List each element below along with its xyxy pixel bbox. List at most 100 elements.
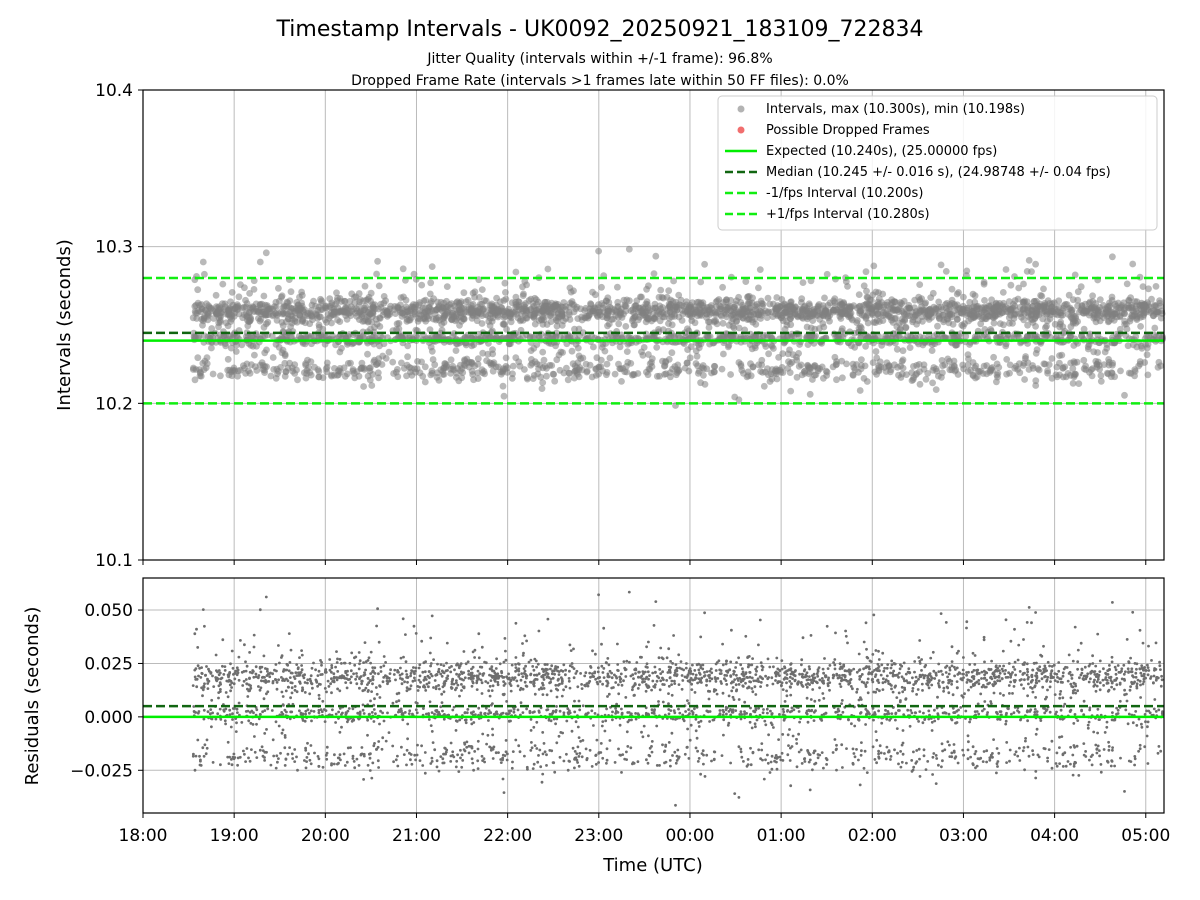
- interval-point: [368, 382, 376, 389]
- residual-point: [1002, 664, 1005, 668]
- interval-point: [199, 258, 207, 266]
- interval-point: [562, 315, 570, 322]
- interval-point: [341, 372, 349, 380]
- residual-point: [310, 719, 313, 723]
- interval-point: [916, 281, 924, 288]
- residual-point: [708, 720, 711, 723]
- interval-point: [422, 296, 429, 304]
- interval-point: [597, 356, 605, 364]
- interval-point: [1105, 317, 1113, 325]
- interval-point: [823, 270, 831, 278]
- interval-point: [283, 298, 291, 306]
- residual-point: [1026, 694, 1029, 698]
- interval-point: [532, 296, 540, 303]
- residual-point: [1013, 627, 1016, 631]
- interval-point: [338, 344, 345, 352]
- residual-point: [822, 697, 826, 700]
- interval-point: [494, 311, 502, 319]
- residual-point: [605, 747, 609, 751]
- chart-subtitle-dropped: Dropped Frame Rate (intervals >1 frames …: [351, 73, 849, 89]
- interval-point: [1043, 322, 1050, 330]
- interval-point: [967, 366, 974, 374]
- residual-point: [755, 718, 759, 722]
- interval-point: [574, 344, 582, 352]
- residual-point: [812, 710, 816, 714]
- interval-point: [468, 360, 476, 367]
- interval-point: [1104, 303, 1112, 311]
- interval-point: [429, 356, 437, 363]
- residual-point: [910, 759, 914, 762]
- interval-point: [400, 364, 408, 372]
- residual-point: [650, 740, 654, 743]
- residual-point: [235, 707, 239, 711]
- interval-point: [717, 311, 725, 319]
- residual-point: [676, 748, 680, 752]
- interval-point: [603, 369, 611, 376]
- interval-point: [799, 279, 807, 286]
- interval-point: [977, 367, 985, 375]
- residual-point: [483, 760, 486, 764]
- residual-point: [259, 670, 263, 674]
- residual-point: [667, 702, 670, 706]
- interval-point: [208, 344, 215, 352]
- residual-point: [591, 649, 594, 653]
- interval-point: [544, 265, 552, 273]
- residual-point: [801, 636, 805, 640]
- interval-point: [502, 289, 509, 296]
- residual-point: [1099, 770, 1103, 774]
- interval-point: [500, 392, 508, 400]
- interval-point: [775, 311, 782, 319]
- interval-point: [618, 378, 625, 385]
- interval-point: [222, 319, 230, 327]
- residual-point: [733, 792, 737, 795]
- residual-point: [1122, 672, 1126, 676]
- interval-point: [380, 293, 388, 300]
- interval-point: [199, 359, 207, 367]
- interval-point: [232, 348, 240, 355]
- residual-point: [1033, 708, 1037, 711]
- interval-point: [766, 300, 774, 308]
- residual-point: [555, 695, 559, 699]
- interval-point: [355, 290, 363, 297]
- interval-point: [869, 359, 877, 366]
- residual-point: [330, 666, 334, 670]
- interval-point: [1125, 296, 1133, 304]
- residual-point: [867, 671, 871, 675]
- residual-point: [405, 673, 409, 676]
- interval-point: [241, 284, 248, 292]
- interval-point: [348, 290, 356, 298]
- residual-point: [567, 677, 571, 680]
- interval-point: [787, 303, 794, 310]
- residual-point: [1101, 678, 1105, 682]
- interval-point: [426, 290, 434, 298]
- residual-point: [1024, 737, 1027, 740]
- residual-point: [922, 711, 925, 715]
- residual-point: [521, 687, 525, 691]
- legend-label-plus-fps: +1/fps Interval (10.280s): [766, 207, 930, 222]
- residual-point: [325, 690, 328, 694]
- residual-point: [584, 747, 588, 751]
- residual-point: [995, 762, 999, 766]
- residual-point: [357, 764, 361, 767]
- residual-point: [205, 746, 209, 750]
- interval-point: [349, 367, 357, 375]
- residual-point: [670, 683, 673, 686]
- interval-point: [538, 385, 546, 392]
- interval-point: [616, 343, 624, 351]
- intervals-y-axis-label: Intervals (seconds): [54, 239, 75, 411]
- interval-point: [212, 291, 220, 299]
- interval-point: [1003, 356, 1011, 363]
- interval-point: [697, 278, 705, 286]
- interval-point: [306, 369, 314, 376]
- residual-point: [613, 761, 617, 764]
- interval-point: [916, 380, 924, 388]
- interval-point: [693, 352, 701, 360]
- interval-point: [839, 374, 846, 382]
- residual-point: [739, 663, 743, 667]
- interval-point: [710, 318, 718, 326]
- interval-point: [253, 342, 260, 350]
- interval-point: [990, 319, 998, 327]
- interval-point: [747, 360, 754, 368]
- residual-point: [890, 659, 894, 663]
- interval-point: [851, 366, 859, 374]
